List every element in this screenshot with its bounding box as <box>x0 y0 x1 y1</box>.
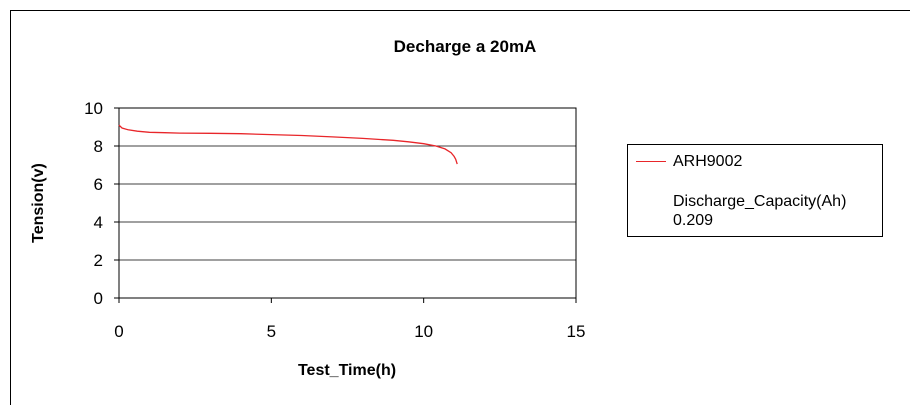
x-tick-label-3: 15 <box>567 322 586 341</box>
axes: 0 2 4 6 8 10 0 5 10 15 <box>84 99 585 341</box>
legend-swatch-arh9002 <box>636 161 666 162</box>
y-tick-label-3: 6 <box>94 175 103 194</box>
chart-frame <box>10 10 910 405</box>
y-tick-label-0: 0 <box>94 289 103 308</box>
legend: ARH9002 Discharge_Capacity(Ah) 0.209 <box>627 144 883 237</box>
plot-area <box>118 107 577 299</box>
series-layer <box>118 124 458 165</box>
x-tick-label-0: 0 <box>114 322 123 341</box>
y-axis-label: Tension(v) <box>30 163 47 243</box>
y-tick-label-1: 2 <box>94 251 103 270</box>
legend-label-arh9002: ARH9002 <box>673 153 743 170</box>
x-tick-label-1: 5 <box>267 322 276 341</box>
y-tick-label-2: 4 <box>94 213 103 232</box>
x-tick-label-2: 10 <box>414 322 433 341</box>
discharge-capacity-value: 0.209 <box>673 212 714 229</box>
y-tick-label-4: 8 <box>94 137 103 156</box>
discharge-capacity-label: Discharge_Capacity(Ah) <box>673 193 847 210</box>
x-axis-label: Test_Time(h) <box>298 362 396 379</box>
y-tick-label-5: 10 <box>84 99 103 118</box>
grid-lines <box>119 145 576 261</box>
chart-title: Decharge a 20mA <box>394 37 537 56</box>
series-line-0 <box>118 124 458 165</box>
